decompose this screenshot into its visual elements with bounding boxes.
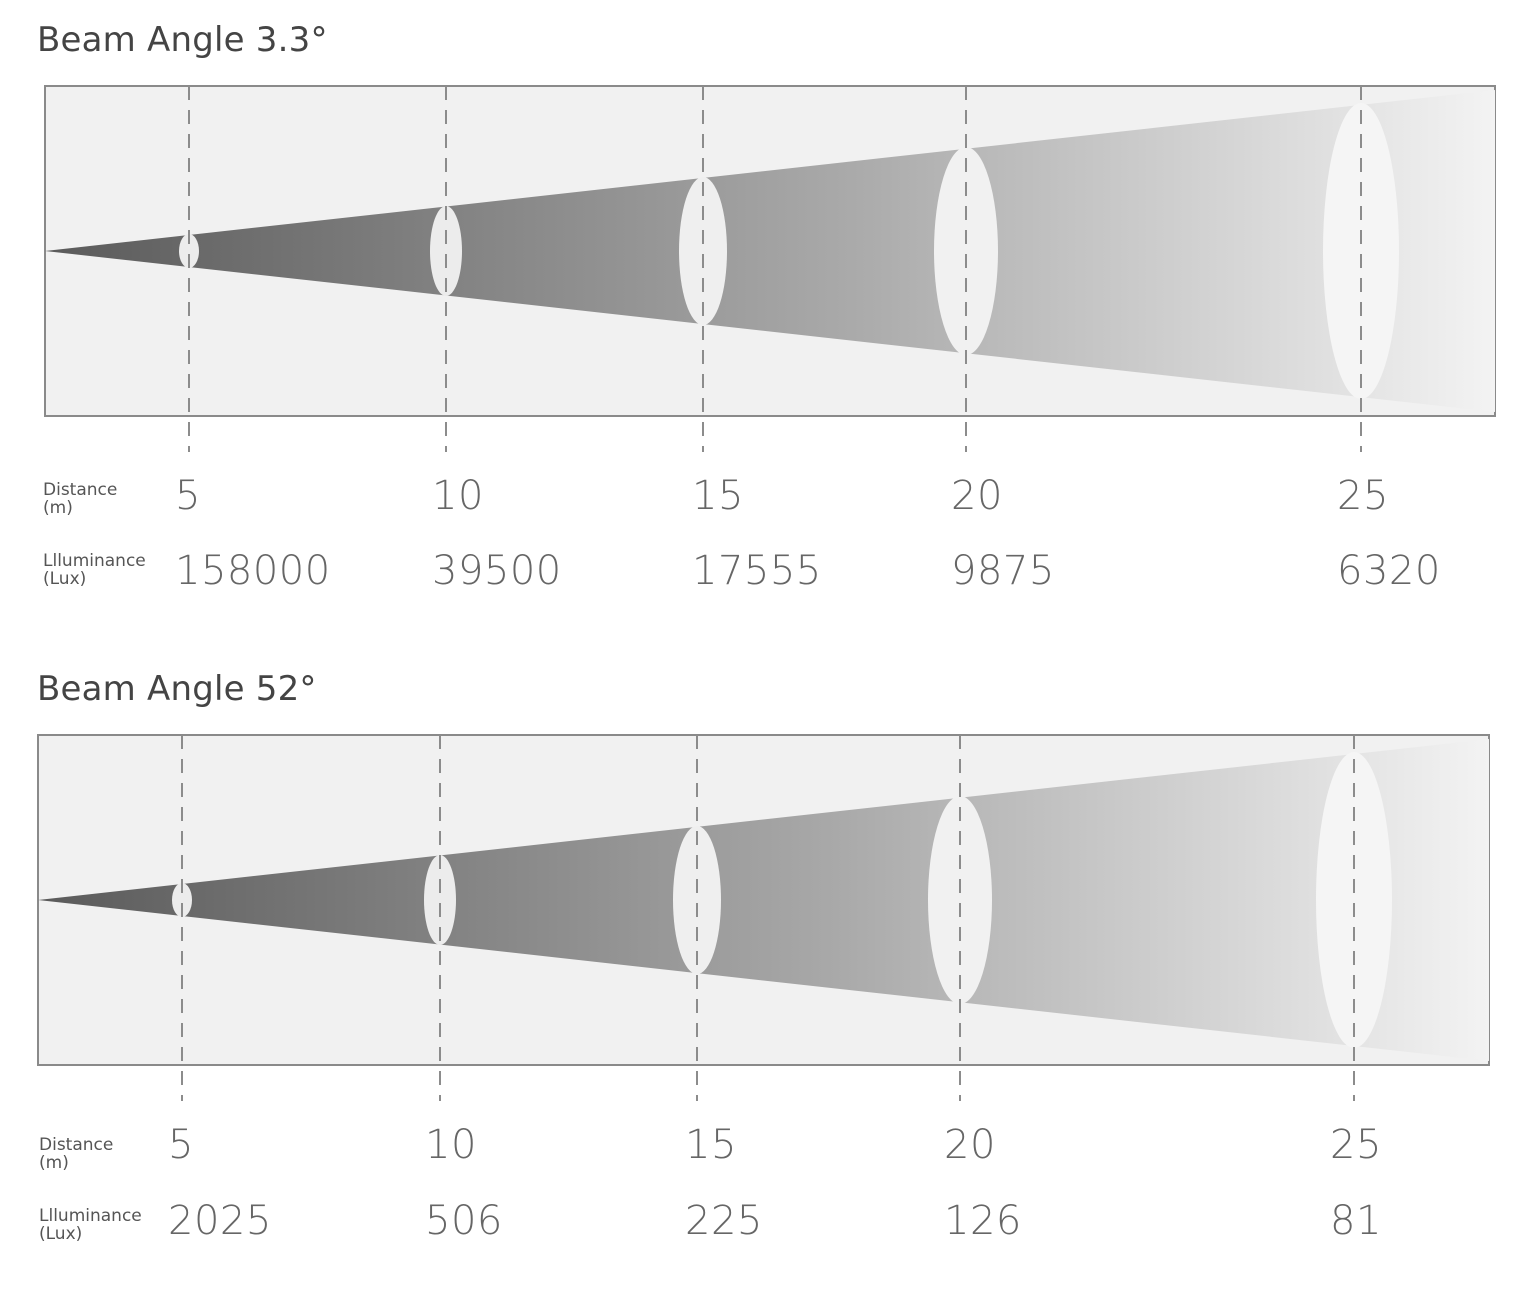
beam-panel-1: Beam Angle 3.3° Distance (m) 5 10 15 20: [0, 0, 1532, 640]
distance-value: 15: [692, 473, 744, 519]
distance-value: 10: [432, 473, 484, 519]
illuminance-value: 6320: [1337, 548, 1441, 594]
distance-value: 20: [951, 473, 1003, 519]
distance-value: 5: [168, 1122, 194, 1168]
distance-value: 5: [175, 473, 201, 519]
distance-value: 25: [1337, 473, 1389, 519]
beam-diagram: [44, 85, 1496, 452]
beam-spot-20m: [934, 147, 998, 355]
illuminance-value: 126: [944, 1198, 1022, 1244]
illuminance-row-label: Llluminance (Lux): [43, 551, 146, 589]
distance-value: 25: [1330, 1122, 1382, 1168]
beam-spot-15m: [679, 177, 727, 325]
beam-spot-10m: [430, 206, 462, 296]
distance-row-label: Distance (m): [39, 1135, 114, 1173]
beam-spot-5m: [172, 883, 192, 917]
illuminance-value: 506: [425, 1198, 503, 1244]
distance-row-label: Distance (m): [43, 480, 118, 518]
illuminance-value: 81: [1330, 1198, 1382, 1244]
panel-title: Beam Angle 52°: [37, 669, 317, 709]
beam-spot-10m: [424, 855, 456, 945]
panel-title: Beam Angle 3.3°: [37, 20, 328, 60]
beam-panel-2: Beam Angle 52° Distance (m) 5 10 15 20: [0, 649, 1532, 1289]
illuminance-row-label: Llluminance (Lux): [39, 1206, 142, 1244]
beam-spot-25m: [1316, 752, 1392, 1048]
beam-spot-15m: [673, 826, 721, 974]
beam-spot-25m: [1323, 103, 1399, 399]
illuminance-value: 9875: [951, 548, 1055, 594]
illuminance-value: 2025: [168, 1198, 272, 1244]
illuminance-value: 17555: [692, 548, 822, 594]
beam-cone: [38, 739, 1489, 1061]
beam-diagram: [37, 734, 1490, 1101]
distance-value: 10: [425, 1122, 477, 1168]
distance-value: 15: [685, 1122, 737, 1168]
illuminance-value: 158000: [175, 548, 331, 594]
beam-spot-20m: [928, 796, 992, 1004]
illuminance-value: 225: [685, 1198, 763, 1244]
beam-cone: [45, 90, 1495, 412]
illuminance-value: 39500: [432, 548, 562, 594]
beam-spot-5m: [179, 234, 199, 268]
distance-value: 20: [944, 1122, 996, 1168]
